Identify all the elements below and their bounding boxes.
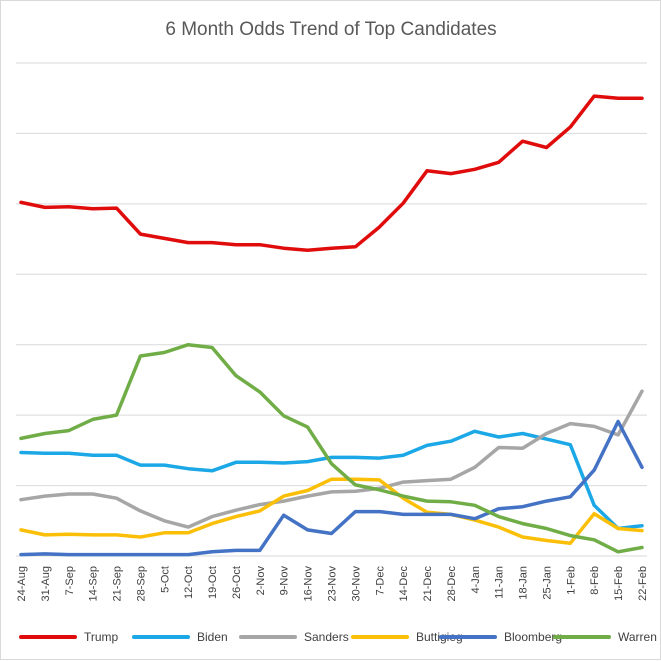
x-tick-label: 2-Nov [255,566,267,596]
legend-item-bloomberg: Bloomberg [439,630,562,644]
x-tick-label: 4-Jan [470,566,482,594]
series-line-sanders [19,389,644,529]
x-tick-label: 9-Nov [279,566,291,596]
x-tick-label: 7-Dec [374,566,386,596]
x-tick-label: 14-Sep [88,566,100,601]
x-axis-tick-labels: 24-Aug 31-Aug 7-Sep 14-Sep 21-Sep 28-Sep 5-Oct… [16,566,649,602]
x-tick-label: 22-Feb [637,566,649,601]
series-line-buttigieg [19,477,644,546]
x-tick-label: 31-Aug [40,566,52,601]
x-tick-label: 23-Nov [327,566,339,602]
x-tick-label: 19-Oct [207,566,219,599]
chart-title: 6 Month Odds Trend of Top Candidates [165,19,496,40]
x-tick-label: 12-Oct [183,566,195,599]
legend-label: Trump [84,630,119,644]
x-tick-label: 5-Oct [159,566,171,593]
gridlines [16,62,647,557]
x-tick-label: 18-Jan [518,566,530,600]
x-tick-label: 14-Dec [398,566,410,602]
series-lines [19,94,644,557]
x-tick-label: 28-Dec [446,566,458,602]
legend-label: Sanders [304,630,349,644]
legend-item-warren: Warren [553,630,657,644]
x-tick-label: 15-Feb [613,566,625,601]
legend-item-biden: Biden [132,630,228,644]
legend-label: Warren [618,630,657,644]
legend-label: Bloomberg [504,630,562,644]
series-line-warren [19,342,644,554]
x-tick-label: 7-Sep [64,566,76,595]
x-tick-label: 25-Jan [541,566,553,600]
x-tick-label: 11-Jan [494,566,506,599]
x-tick-label: 26-Oct [231,566,243,599]
x-tick-label: 24-Aug [16,566,28,601]
x-tick-label: 1-Feb [565,566,577,595]
legend-label: Biden [197,630,228,644]
legend-item-sanders: Sanders [239,630,349,644]
legend: Trump Biden Sanders Buttigieg Bloomberg Warre… [19,630,657,644]
x-tick-label: 16-Nov [303,566,315,602]
x-tick-label: 30-Nov [350,566,362,602]
x-tick-label: 8-Feb [589,566,601,595]
x-tick-label: 21-Sep [112,566,124,601]
legend-item-trump: Trump [19,630,119,644]
series-line-bloomberg [19,419,644,557]
series-line-trump [19,94,644,253]
x-tick-label: 21-Dec [422,566,434,602]
x-tick-label: 28-Sep [135,566,147,601]
